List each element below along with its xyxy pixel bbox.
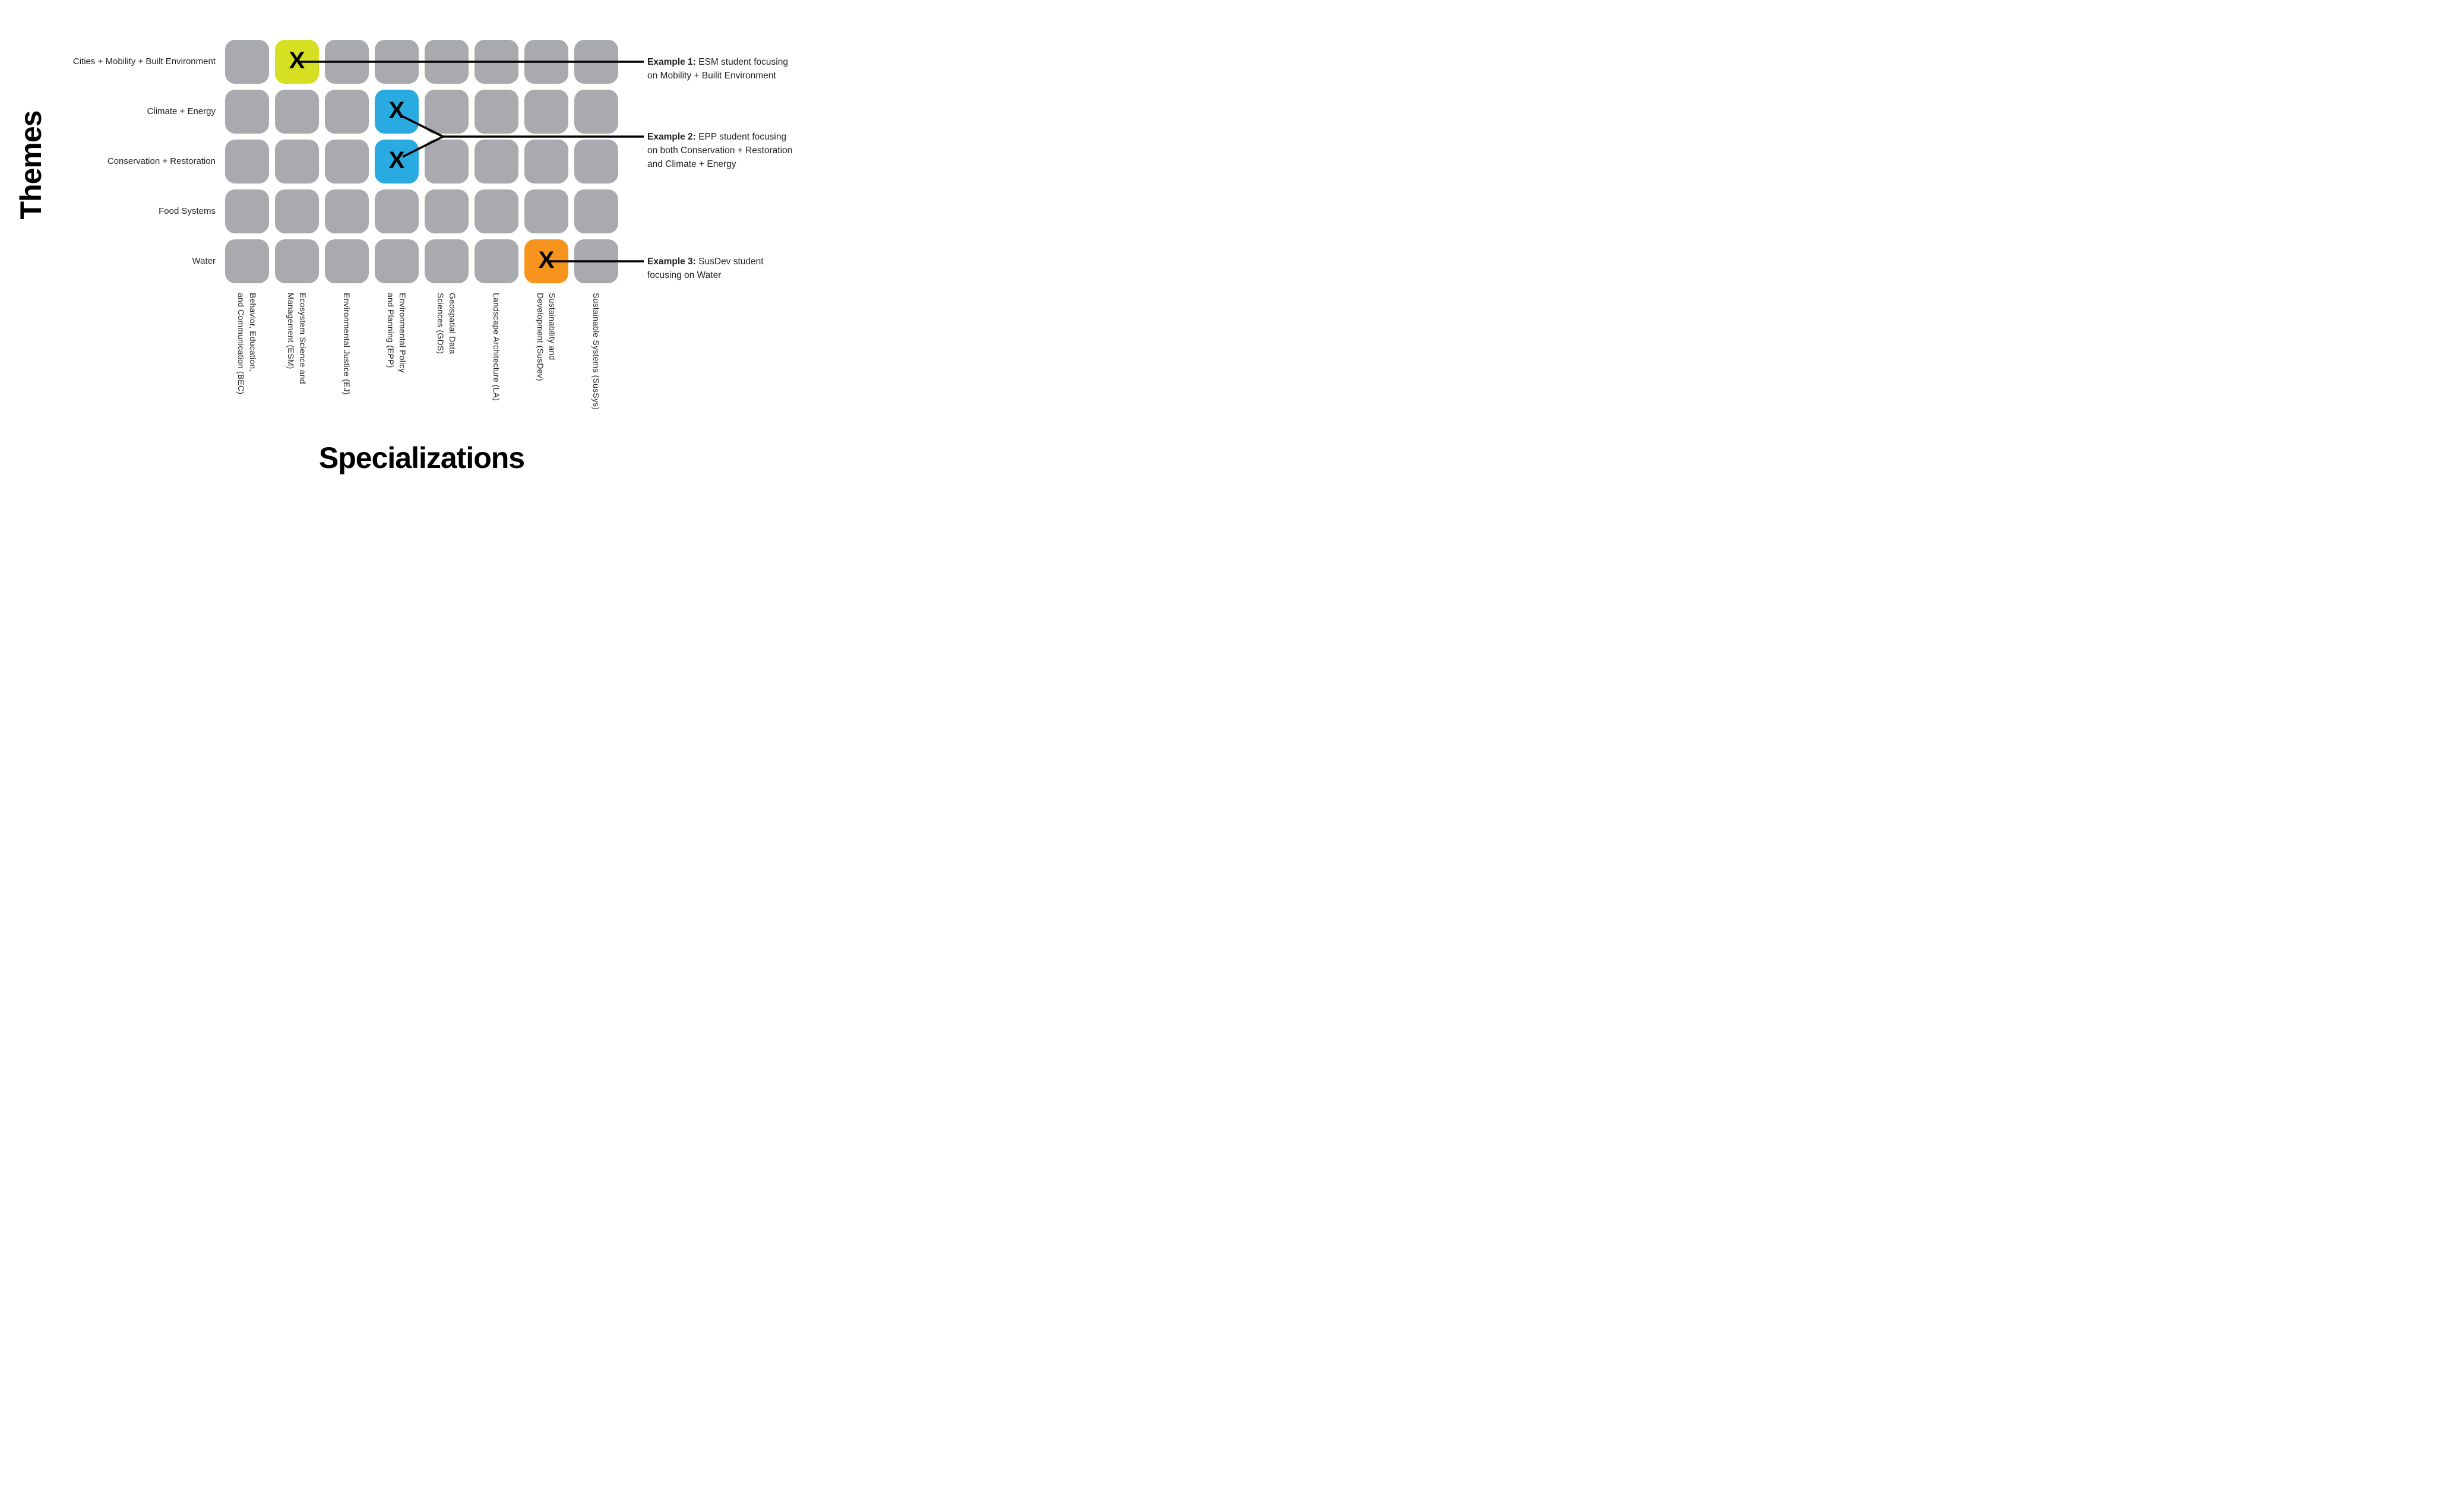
theme-row-label: Cities + Mobility + Built Environment	[72, 56, 216, 67]
matrix-cell	[325, 140, 369, 184]
matrix-cell	[275, 239, 319, 283]
matrix-cell	[225, 40, 269, 84]
matrix-cell	[475, 239, 518, 283]
example-annotation-line: Example 3: SusDev student	[647, 256, 764, 267]
matrix-cell	[275, 140, 319, 184]
matrix-cell: X	[524, 239, 568, 283]
specialization-column-label: Behavior, Education, and Communication (…	[236, 293, 258, 395]
matrix-cell	[524, 40, 568, 84]
matrix-cell	[574, 90, 618, 134]
specialization-column-label: Sustainable Systems (SusSys)	[592, 293, 601, 410]
matrix-cell	[375, 40, 419, 84]
matrix-cell: X	[275, 40, 319, 84]
theme-row-label: Food Systems	[159, 206, 216, 216]
example-annotation-line: and Climate + Energy	[647, 159, 736, 169]
specialization-column-label: Sustainability and Development (SusDev)	[536, 293, 557, 381]
matrix-cell	[325, 40, 369, 84]
matrix-cell	[475, 140, 518, 184]
matrix-cell: X	[375, 140, 419, 184]
x-mark: X	[388, 97, 405, 124]
matrix-cell	[475, 90, 518, 134]
example-annotation: Example 2: EPP student focusing on both C…	[647, 130, 792, 171]
matrix-cell	[275, 189, 319, 233]
example-annotation: Example 1: ESM student focusing on Mobili…	[647, 55, 788, 83]
matrix-cell	[225, 140, 269, 184]
matrix-cell	[574, 140, 618, 184]
matrix-cell: X	[375, 90, 419, 134]
theme-row-label: Conservation + Restoration	[107, 156, 216, 166]
matrix-cell	[425, 40, 469, 84]
matrix-cell	[425, 140, 469, 184]
matrix-cell	[425, 90, 469, 134]
specialization-column-label: Landscape Architecture (LA)	[492, 293, 501, 401]
theme-row-label: Water	[192, 256, 216, 266]
x-mark: X	[388, 147, 405, 173]
example-annotation-line: Example 2: EPP student focusing	[647, 131, 787, 142]
example-annotation-line: focusing on Water	[647, 270, 722, 280]
specialization-column-label: Ecosystem Science and Management (ESM)	[286, 293, 308, 384]
matrix-cell	[225, 90, 269, 134]
matrix-cell	[375, 189, 419, 233]
matrix-cell	[225, 189, 269, 233]
specialization-column-label: Environmental Policy and Planning (EPP)	[386, 293, 407, 373]
matrix-cell	[275, 90, 319, 134]
matrix-cell	[425, 189, 469, 233]
matrix-cell	[225, 239, 269, 283]
matrix-cell	[475, 40, 518, 84]
matrix-cell	[574, 239, 618, 283]
matrix-cell	[325, 90, 369, 134]
matrix-cell	[524, 189, 568, 233]
x-mark: X	[289, 48, 305, 74]
matrix-cell	[425, 239, 469, 283]
themes-specializations-matrix: Themes Cities + Mobility + Built Environ…	[0, 0, 821, 504]
specialization-column-label: Environmental Justice (EJ)	[342, 293, 352, 395]
matrix-cell	[325, 189, 369, 233]
matrix-cell	[524, 140, 568, 184]
specialization-column-label: Geospatial Data Sciences (GDS)	[436, 293, 457, 355]
matrix-cell	[574, 189, 618, 233]
matrix-cell	[574, 40, 618, 84]
example-annotation-line: on both Conservation + Restoration	[647, 145, 793, 156]
matrix-cell	[475, 189, 518, 233]
matrix-cell	[325, 239, 369, 283]
example-annotation-line: on Mobility + Builit Environment	[647, 70, 776, 81]
example-annotation-line: Example 1: ESM student focusing	[647, 56, 788, 67]
theme-row-label: Climate + Energy	[147, 106, 216, 116]
x-mark: X	[538, 247, 555, 273]
matrix-cell	[375, 239, 419, 283]
matrix-cell	[524, 90, 568, 134]
specializations-axis-label: Specializations	[318, 441, 525, 475]
example-annotation: Example 3: SusDev student focusing on Wat…	[647, 255, 764, 282]
